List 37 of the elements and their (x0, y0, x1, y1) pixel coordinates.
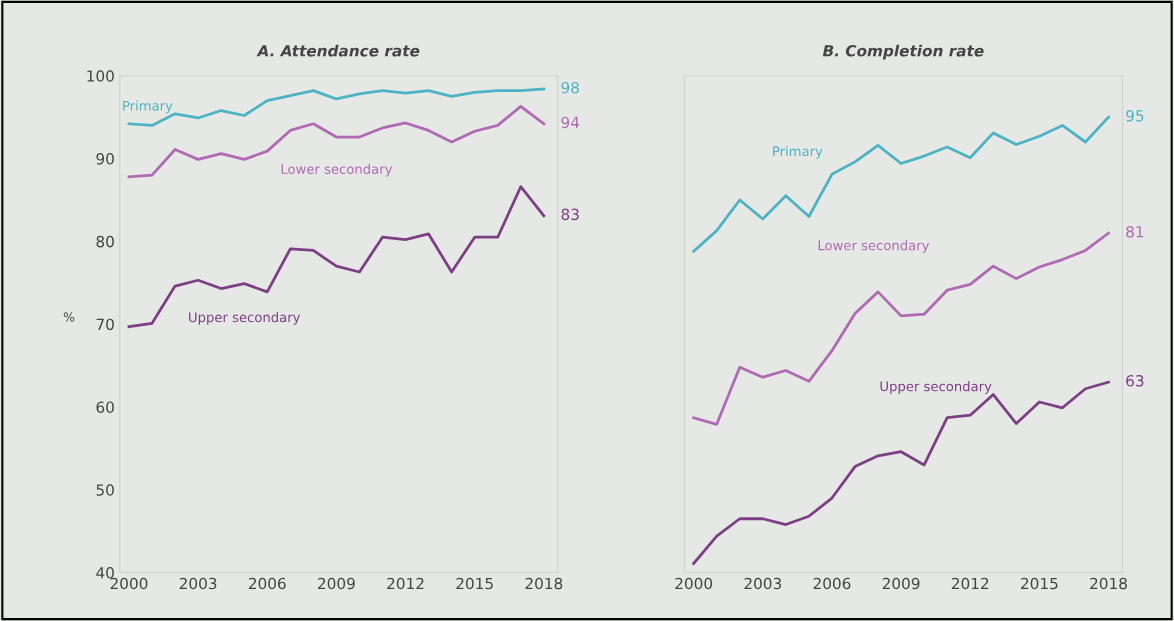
series-label: Primary (773, 145, 823, 159)
x-tick-label: 2000 (675, 577, 713, 590)
y-tick-label: 80 (96, 235, 114, 248)
y-tick-label: 50 (96, 484, 114, 496)
series-label: Upper secondary (189, 311, 301, 325)
data-label: 81 (1126, 225, 1144, 238)
x-tick-label: 2012 (387, 577, 424, 590)
y-tick-label: 90 (96, 153, 114, 165)
x-tick-label: 2003 (179, 577, 217, 590)
x-tick-label: 2009 (882, 577, 920, 590)
x-tick-label: 2012 (951, 577, 989, 590)
x-tick-label: 2018 (1090, 577, 1127, 590)
x-tick-label: 2015 (1021, 577, 1058, 590)
text: Lower secondary (818, 240, 930, 253)
chart-title: A. Attendance rate (256, 44, 420, 57)
x-tick-label: 2009 (318, 577, 355, 590)
x-tick-label: 2018 (525, 577, 563, 590)
data-label: 63 (1126, 375, 1144, 387)
series-label: Lower secondary (281, 163, 393, 177)
x-tick-label: 2003 (744, 577, 782, 590)
y-axis-title: % (63, 312, 75, 322)
y-tick-label: 70 (96, 318, 114, 331)
x-tick-label: 2000 (110, 577, 148, 590)
x-tick-label: 2006 (813, 577, 851, 590)
x-tick-label: 2006 (248, 577, 286, 590)
y-tick-label: 60 (96, 401, 114, 413)
chart-title: B. Completion rate (822, 44, 984, 60)
data-label: 98 (561, 81, 579, 94)
series-label: Primary (123, 100, 173, 114)
data-label: 94 (561, 116, 580, 129)
series-label: Upper secondary (880, 381, 992, 394)
data-label: 95 (1126, 110, 1144, 122)
line-series (127, 185, 546, 329)
y-tick-label: 40 (96, 567, 114, 579)
y-tick-label: 100 (87, 70, 114, 82)
x-tick-label: 2015 (456, 577, 493, 590)
data-label: 83 (561, 208, 579, 221)
